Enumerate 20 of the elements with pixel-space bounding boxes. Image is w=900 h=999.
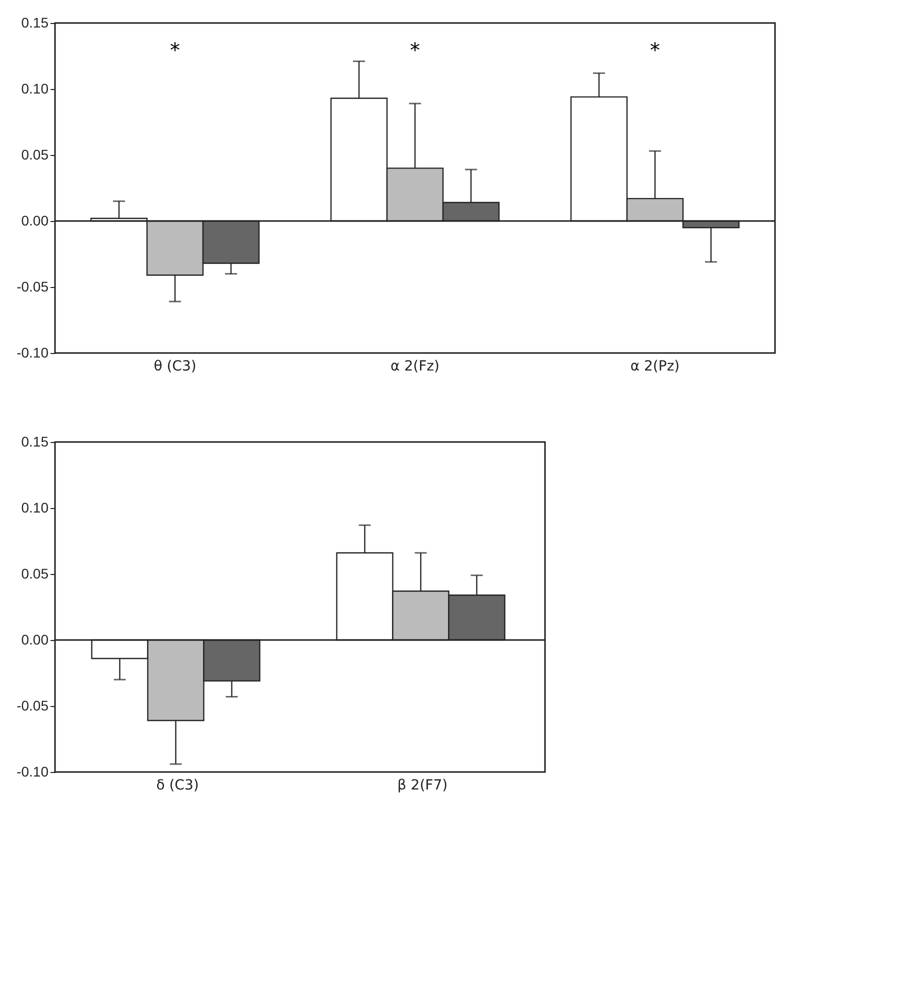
y-tick-label: 0.10 <box>21 500 49 516</box>
y-tick-label: -0.10 <box>16 764 49 780</box>
y-tick-label: 0.05 <box>21 566 49 582</box>
annotation: * <box>170 38 180 62</box>
annotation: * <box>410 38 420 62</box>
x-tick-label: δ (C3) <box>156 778 199 794</box>
annotation: * <box>650 38 660 62</box>
y-tick-label: 0.00 <box>21 632 49 648</box>
y-tick-label: -0.10 <box>16 344 49 360</box>
y-tick-label: 0.05 <box>21 146 49 162</box>
y-tick-label: -0.05 <box>16 698 49 714</box>
y-tick-label: 0.00 <box>21 212 49 228</box>
y-tick-label: 0.15 <box>21 434 49 450</box>
y-tick-label: 0.10 <box>21 80 49 96</box>
x-tick-label: α 2(Pz) <box>630 358 680 374</box>
x-tick-label: α 2(Fz) <box>390 358 440 374</box>
x-tick-label: θ (C3) <box>154 358 196 374</box>
x-tick-label: β 2(F7) <box>397 778 448 794</box>
y-tick-label: 0.15 <box>21 14 49 30</box>
y-tick-label: -0.05 <box>16 278 49 294</box>
